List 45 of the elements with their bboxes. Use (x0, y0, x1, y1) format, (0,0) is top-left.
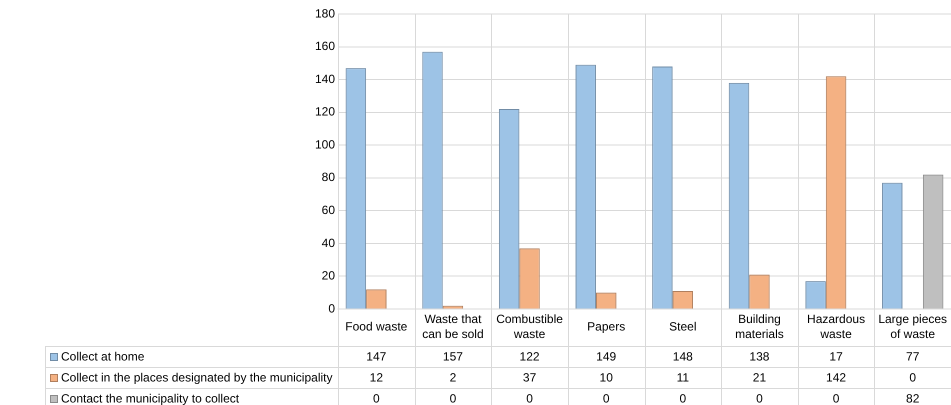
data-label: 11 (676, 370, 690, 384)
y-tick-label: 40 (322, 236, 336, 250)
data-label: 0 (602, 391, 610, 405)
x-tick-label: Large pieces of waste (878, 312, 948, 341)
data-label: 122 (520, 349, 540, 364)
data-label: 0 (832, 391, 840, 405)
y-tick-label: 120 (314, 104, 336, 119)
data-label: 0 (372, 391, 380, 405)
data-label: 0 (679, 391, 686, 405)
y-tick-label: 180 (314, 6, 336, 20)
y-tick-label: 0 (328, 301, 336, 316)
data-label: 149 (596, 349, 617, 364)
data-label: 142 (826, 370, 846, 384)
data-label: 148 (672, 349, 694, 364)
x-tick-label: Building materials (735, 312, 784, 341)
data-label: 10 (600, 370, 614, 384)
data-label: 0 (756, 391, 764, 405)
data-label: 17 (829, 349, 844, 364)
data-label: 157 (442, 349, 464, 364)
legend-label: Collect in the places designated by the municipality (61, 370, 332, 384)
y-tick-label: 20 (322, 268, 336, 283)
data-label: 21 (752, 370, 766, 384)
y-tick-label: 60 (322, 202, 336, 217)
legend-label: Collect at home (61, 349, 145, 364)
data-label: 0 (450, 391, 457, 405)
x-tick-label: Papers (587, 319, 626, 334)
x-tick-label: Steel (669, 319, 696, 334)
data-label: 12 (370, 370, 384, 384)
x-tick-label: Hazardous waste (807, 312, 866, 341)
data-label: 0 (909, 370, 916, 384)
y-tick-label: 160 (314, 39, 336, 54)
data-label: 147 (366, 349, 387, 364)
y-tick-label: 80 (322, 170, 336, 184)
x-tick-label: Waste that can be sold (422, 312, 484, 341)
y-tick-label: 100 (314, 137, 336, 152)
data-label: 0 (526, 391, 534, 405)
y-tick-label: 140 (314, 72, 336, 86)
x-tick-label: Combustible waste (496, 312, 564, 341)
data-label: 2 (450, 370, 457, 384)
data-label: 138 (749, 349, 770, 364)
data-label: 77 (906, 349, 920, 364)
data-label: 82 (906, 391, 920, 405)
x-tick-label: Food waste (345, 319, 408, 334)
legend-label: Contact the municipality to collect (61, 391, 240, 405)
data-label: 37 (522, 370, 537, 384)
